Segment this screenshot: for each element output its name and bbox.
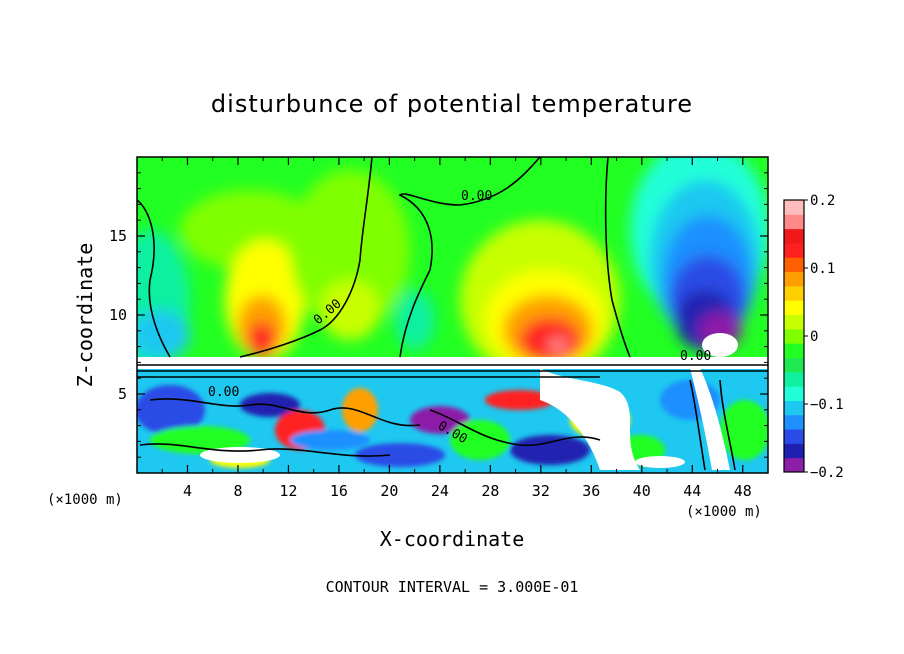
colorbar-swatch [784,443,804,459]
x-tick-label: 40 [633,482,651,500]
colorbar-swatch [784,414,804,430]
contour-label: 0.00 [461,189,492,204]
colorbar-swatch [784,328,804,344]
x-tick-label: 44 [683,482,701,500]
colorbar-tick-label: 0.2 [810,193,835,209]
colorbar-tick-label: 0.1 [810,261,835,277]
x-tick-label: 32 [532,482,550,500]
y-axis-label: Z-coordinate [73,243,97,388]
colorbar-swatch [784,371,804,387]
colorbar-swatch [784,214,804,230]
field-lower-layer [137,357,768,473]
colorbar-tick-label: 0 [810,329,818,345]
contour-label: 0.00 [680,349,711,364]
x-axis-ticks: 4 8 12 16 20 24 28 32 36 40 44 48 [161,157,752,500]
colorbar-swatch [784,200,804,215]
y-axis-ticks: 5 10 15 [109,172,768,458]
x-unit-left: (×1000 m) [47,492,123,508]
y-tick-label: 15 [109,227,127,245]
colorbar: 0.2 0.1 0 −0.1 −0.2 [783,193,844,481]
contour-lines [137,157,768,471]
colorbar-swatch [784,300,804,316]
colorbar-swatch [784,400,804,416]
colorbar-swatch [784,271,804,287]
x-tick-label: 36 [582,482,600,500]
colorbar-swatch [784,228,804,244]
colorbar-swatch [784,457,804,473]
y-tick-label: 10 [109,306,127,324]
x-tick-label: 12 [279,482,297,500]
contour-label: 0.00 [208,385,239,400]
colorbar-swatch [784,285,804,301]
x-tick-label: 16 [330,482,348,500]
x-tick-label: 8 [233,482,242,500]
colorbar-tick-label: −0.1 [810,397,844,413]
colorbar-swatch [784,242,804,258]
colorbar-swatch [784,314,804,330]
colorbar-swatch [784,343,804,358]
x-tick-label: 20 [380,482,398,500]
field-upper-layer [137,157,768,380]
colorbar-swatch [784,429,804,444]
colorbar-swatch [784,357,804,373]
colorbar-swatch [784,257,804,273]
x-tick-label: 24 [431,482,449,500]
colorbar-swatch [784,386,804,401]
x-tick-label: 4 [183,482,192,500]
x-tick-label: 28 [481,482,499,500]
colorbar-tick-label: −0.2 [810,465,844,481]
contour-interval-annotation: CONTOUR INTERVAL = 3.000E-01 [326,578,579,596]
chart-title: disturbunce of potential temperature [211,90,693,118]
x-unit-right: (×1000 m) [686,504,762,520]
x-axis-label: X-coordinate [380,527,525,551]
y-tick-label: 5 [118,385,127,403]
x-tick-label: 48 [734,482,752,500]
